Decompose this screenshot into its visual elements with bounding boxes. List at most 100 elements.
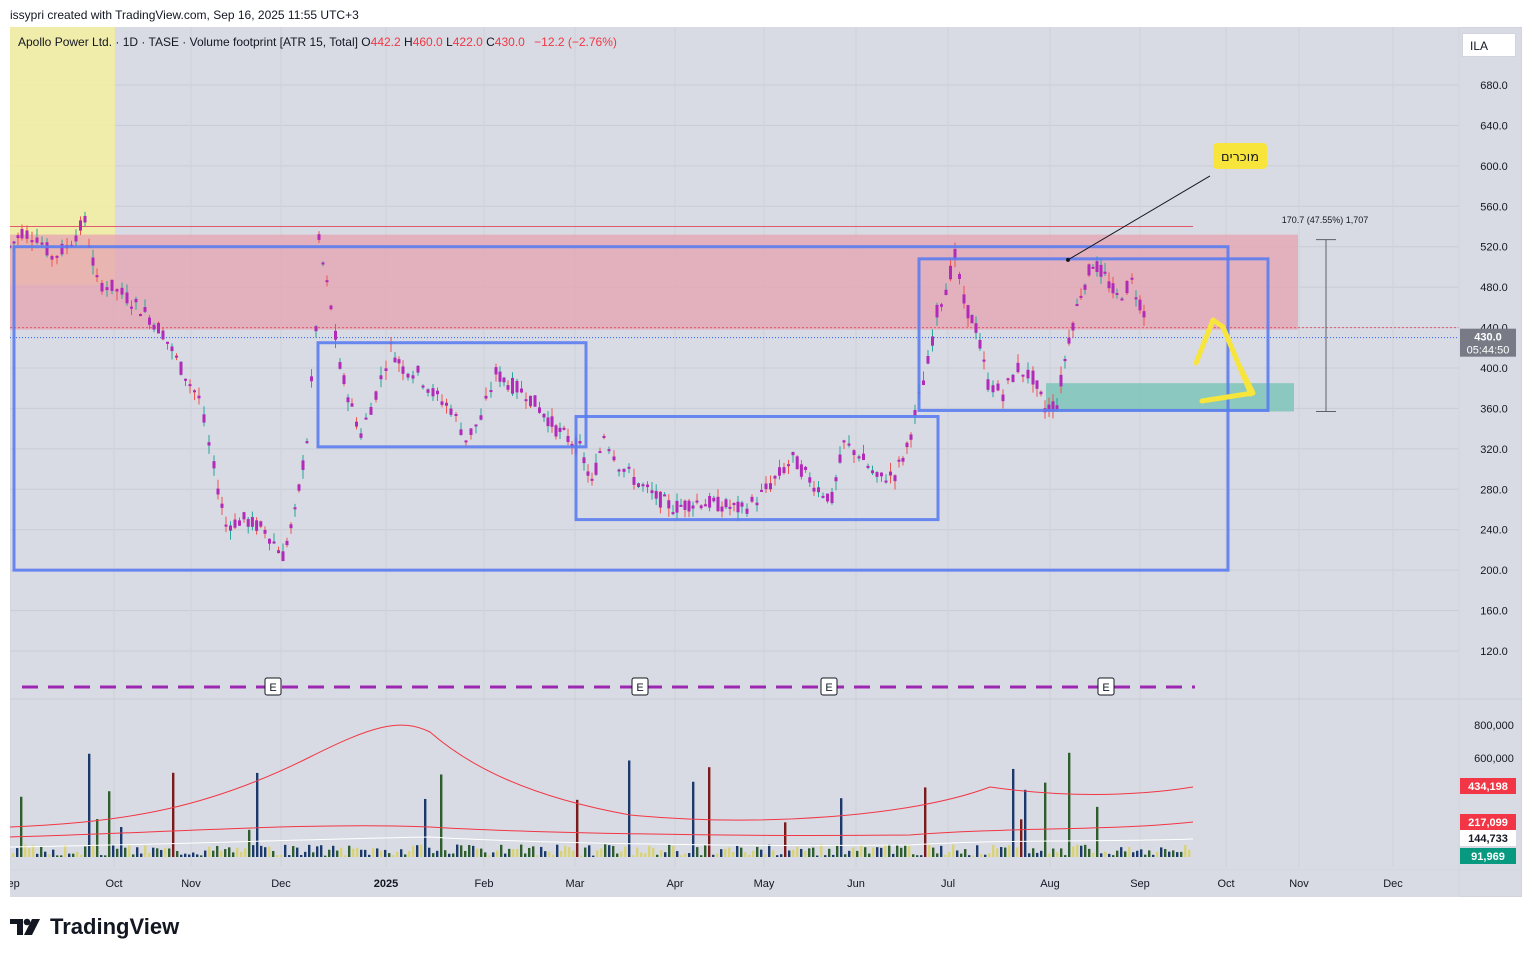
candle-body [1099, 264, 1103, 277]
candle-body [529, 395, 532, 407]
candle-body [760, 489, 763, 492]
volume-bar [64, 844, 67, 857]
volume-bar [956, 850, 959, 857]
volume-bar [1104, 851, 1107, 857]
volume-bar [396, 851, 399, 857]
candle-body [982, 359, 986, 362]
candle-body [445, 402, 448, 406]
candle-body [489, 390, 493, 393]
candle-body [654, 490, 658, 499]
volume-bar [492, 852, 495, 857]
volume-bar [1024, 789, 1027, 857]
candle-body [834, 477, 838, 482]
earnings-marker-label: E [636, 682, 643, 694]
volume-bar [672, 845, 675, 857]
volume-badge-bg [1460, 848, 1516, 864]
last-price-badge [1460, 328, 1516, 357]
candle-body [740, 502, 744, 507]
candle-body [524, 399, 528, 402]
candle-body [342, 375, 346, 384]
candle-body [974, 323, 978, 333]
tradingview-brand[interactable]: TradingView [10, 914, 179, 940]
candle-body [10, 245, 12, 248]
candle-body [1115, 292, 1119, 295]
candle-body [281, 551, 285, 562]
candle-body [871, 470, 874, 474]
volume-bar [68, 853, 71, 857]
candle-body [1083, 284, 1087, 290]
volume-bar [520, 844, 523, 857]
volume-bar [1004, 847, 1007, 857]
candle-body [40, 242, 44, 245]
candle-body [421, 385, 425, 388]
volume-bar [1064, 855, 1067, 857]
time-tick-label: May [754, 878, 775, 890]
candle-body [602, 435, 606, 438]
candle-body [12, 241, 16, 244]
candle-body [533, 395, 537, 407]
candle-body [325, 280, 329, 283]
volume-bar [104, 855, 107, 857]
volume-bar [152, 847, 155, 857]
volume-bar [256, 772, 259, 857]
volume-bar [1136, 850, 1139, 857]
volume-bar [756, 846, 759, 857]
volume-bar [516, 849, 519, 857]
candle-body [728, 506, 732, 509]
volume-bar [556, 844, 559, 857]
volume-bar [652, 847, 655, 857]
volume-bar [1020, 819, 1023, 857]
candle-body [148, 317, 151, 325]
volume-badge-bg [1460, 814, 1516, 830]
candle-body [542, 413, 546, 418]
candle-body [494, 367, 498, 375]
volume-bar [120, 827, 123, 857]
volume-bar [388, 853, 391, 857]
volume-bar [420, 844, 423, 857]
volume-bar [116, 848, 119, 857]
time-tick-label: Feb [475, 878, 494, 890]
candle-body [667, 500, 671, 509]
boxes-layer [12, 245, 1270, 572]
chart-legend[interactable]: Apollo Power Ltd. · 1D · TASE · Volume f… [18, 35, 617, 49]
volume-bar [284, 844, 287, 857]
candle-body [45, 242, 49, 256]
volume-bar [984, 854, 987, 857]
price-tick-label: 240.0 [1480, 525, 1508, 537]
open-label: O [361, 35, 371, 49]
candle-body [953, 249, 957, 259]
volume-bar [836, 845, 839, 857]
volume-bar [1132, 852, 1135, 857]
price-tick-label: 320.0 [1480, 444, 1508, 456]
volume-bar [792, 849, 795, 857]
candle-body [125, 292, 129, 304]
candle-body [152, 324, 156, 330]
candle-body [683, 500, 687, 510]
volume-bar [896, 845, 899, 857]
candle-body [970, 315, 974, 324]
close-value: 430.0 [494, 35, 525, 49]
candle-body [646, 484, 649, 488]
candle-body [787, 464, 790, 467]
close-label: C [486, 35, 495, 49]
candle-body [1087, 264, 1091, 276]
volume-bar [804, 851, 807, 857]
candle-body [406, 373, 410, 378]
candle-body [691, 505, 695, 509]
volume-bar [548, 851, 551, 857]
volume-bar [240, 851, 243, 857]
volume-bar [456, 844, 459, 857]
symbol-name[interactable]: Apollo Power Ltd. [18, 35, 113, 49]
volume-bar [872, 847, 875, 857]
volume-ma-white [10, 836, 1194, 848]
volume-bar [524, 853, 527, 857]
candle-body [586, 471, 590, 476]
candle-body [632, 477, 636, 485]
candle-body [1142, 311, 1146, 318]
volume-bar [244, 848, 247, 857]
candle-body [338, 362, 342, 369]
candle-body [511, 377, 514, 394]
currency-button[interactable]: ILA [1462, 33, 1516, 57]
candle-body [498, 371, 502, 382]
